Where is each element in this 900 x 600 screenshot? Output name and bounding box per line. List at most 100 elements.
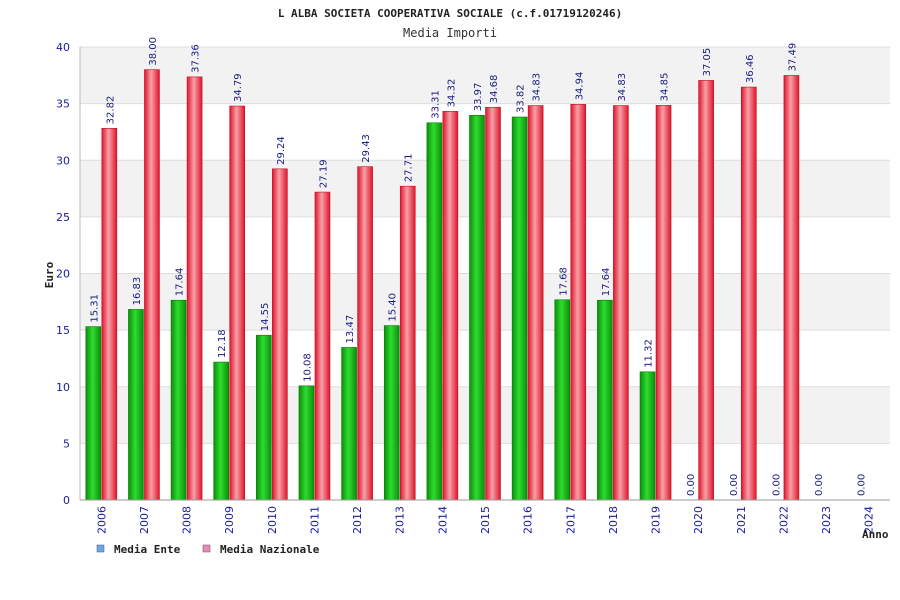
data-label-ente: 0.00 <box>771 474 782 496</box>
data-label-ente: 15.31 <box>89 294 100 323</box>
y-tick-label: 20 <box>56 268 70 281</box>
data-label-nazionale: 27.71 <box>404 154 415 183</box>
y-tick-label: 0 <box>63 494 70 507</box>
data-label-ente: 11.32 <box>644 339 655 368</box>
data-label-ente: 0.00 <box>686 474 697 496</box>
data-label-ente: 0.00 <box>814 474 825 496</box>
bar-nazionale <box>442 111 459 501</box>
bar-ente <box>213 361 230 501</box>
data-label-nazionale: 34.32 <box>446 79 457 108</box>
x-tick-label: 2008 <box>181 506 194 534</box>
legend-label-nazionale: Media Nazionale <box>220 543 320 556</box>
y-axis-label: Euro <box>43 261 56 288</box>
data-label-ente: 14.55 <box>260 303 271 332</box>
bar-ente <box>469 114 485 501</box>
y-tick-label: 40 <box>56 41 70 54</box>
bar-ente <box>639 371 656 501</box>
data-label-ente: 16.83 <box>132 277 143 306</box>
y-tick-label: 10 <box>56 381 70 394</box>
data-label-nazionale: 27.19 <box>318 159 329 188</box>
x-tick-label: 2007 <box>138 506 151 534</box>
data-label-ente: 0.00 <box>729 474 740 496</box>
chart-subtitle: Media Importi <box>403 26 497 40</box>
data-label-ente: 15.40 <box>388 293 399 322</box>
legend-swatch-ente <box>96 544 105 553</box>
bar-labels: 15.31 32.82 16.83 38.00 17.64 37.36 12.18 34.79… <box>89 37 867 496</box>
bar-ente <box>597 299 613 501</box>
x-axis-label: Anno <box>862 528 889 541</box>
data-label-nazionale: 37.36 <box>191 44 202 73</box>
x-tick-label: 2013 <box>394 506 407 534</box>
data-label-ente: 17.64 <box>601 268 612 297</box>
data-label-nazionale: 29.43 <box>361 134 372 163</box>
bar-nazionale <box>655 105 672 501</box>
bar-ente <box>298 385 315 501</box>
bar-nazionale <box>613 105 629 501</box>
x-tick-label: 2018 <box>607 506 620 534</box>
bar-nazionale <box>357 166 373 501</box>
x-tick-label: 2016 <box>522 506 535 534</box>
data-label-ente: 33.31 <box>430 90 441 119</box>
data-label-ente: 17.64 <box>175 268 186 297</box>
bar-nazionale <box>527 105 544 501</box>
legend: Media Ente Media Nazionale <box>96 543 320 556</box>
bar-ente <box>85 326 102 501</box>
x-tick-label: 2024 <box>863 506 876 534</box>
bar-ente <box>341 347 357 501</box>
bar-ente <box>426 122 443 501</box>
bar-nazionale <box>314 191 331 501</box>
data-label-nazionale: 34.83 <box>532 73 543 102</box>
bar-ente <box>511 116 528 501</box>
data-label-ente: 0.00 <box>857 474 868 496</box>
data-label-nazionale: 34.94 <box>574 72 585 101</box>
y-tick-label: 15 <box>56 324 70 337</box>
bar-nazionale <box>570 104 587 501</box>
data-label-nazionale: 37.05 <box>702 48 713 77</box>
data-label-nazionale: 34.85 <box>660 73 671 102</box>
bar-ente <box>170 299 187 501</box>
data-label-nazionale: 37.49 <box>787 43 798 72</box>
bar-ente <box>256 334 272 501</box>
y-tick-label: 25 <box>56 211 70 224</box>
bar-nazionale <box>101 128 118 501</box>
x-tick-label: 2009 <box>223 506 236 534</box>
x-tick-label: 2020 <box>692 506 705 534</box>
data-label-nazionale: 32.82 <box>105 96 116 125</box>
bar-nazionale <box>144 69 160 501</box>
y-tick-label: 5 <box>63 437 70 450</box>
data-label-ente: 33.97 <box>473 83 484 112</box>
bar-nazionale <box>272 168 288 501</box>
x-axis-ticks: 2006 2007 2008 2009 2010 2011 2012 2013 2014 2015… <box>95 506 875 534</box>
x-tick-label: 2022 <box>777 506 790 534</box>
x-tick-label: 2006 <box>95 506 108 534</box>
bar-ente <box>554 299 571 501</box>
x-tick-label: 2019 <box>650 506 663 534</box>
data-label-nazionale: 34.83 <box>617 73 628 102</box>
bar-nazionale <box>485 106 501 501</box>
data-label-ente: 33.82 <box>516 84 527 113</box>
chart-title: L ALBA SOCIETA COOPERATIVA SOCIALE (c.f.… <box>278 7 622 20</box>
bar-nazionale <box>186 76 203 501</box>
x-tick-label: 2023 <box>820 506 833 534</box>
legend-swatch-nazionale <box>202 544 211 553</box>
bar-ente <box>383 325 400 501</box>
bars <box>85 69 800 501</box>
data-label-ente: 13.47 <box>345 315 356 344</box>
data-label-nazionale: 38.00 <box>148 37 159 66</box>
y-axis-ticks: 0 5 10 15 20 25 30 35 40 <box>56 41 70 507</box>
data-label-nazionale: 29.24 <box>276 136 287 165</box>
x-tick-label: 2021 <box>735 506 748 534</box>
bar-nazionale <box>399 185 416 501</box>
x-tick-label: 2011 <box>308 506 321 534</box>
data-label-nazionale: 36.46 <box>745 54 756 83</box>
x-tick-label: 2014 <box>436 506 449 534</box>
data-label-nazionale: 34.68 <box>489 75 500 104</box>
bar-ente <box>128 309 144 501</box>
x-tick-label: 2012 <box>351 506 364 534</box>
bar-nazionale <box>698 80 714 501</box>
data-label-nazionale: 34.79 <box>233 73 244 102</box>
bar-nazionale <box>740 86 757 501</box>
data-label-ente: 12.18 <box>217 329 228 358</box>
y-tick-label: 30 <box>56 154 70 167</box>
